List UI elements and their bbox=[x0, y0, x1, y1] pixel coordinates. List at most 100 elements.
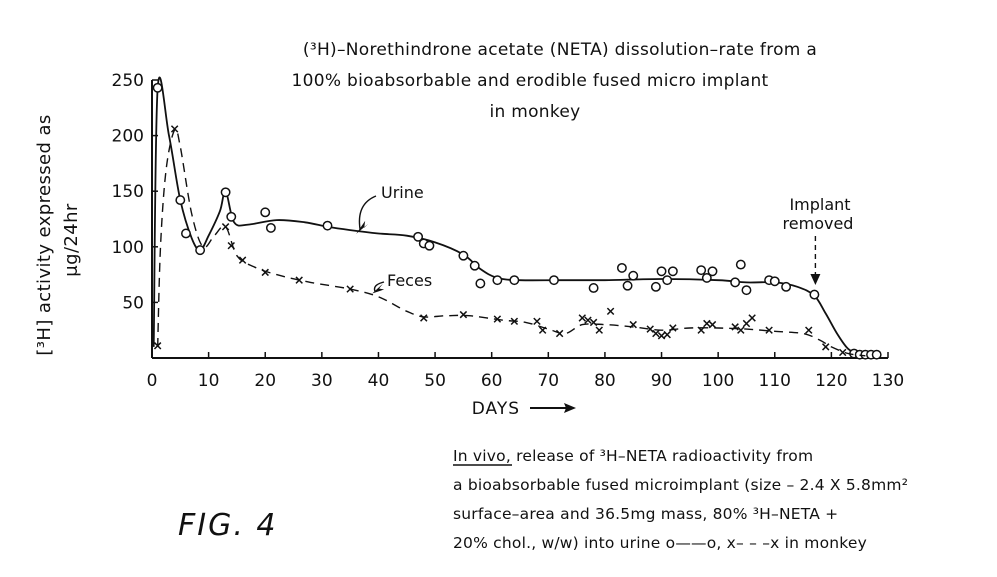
data-point-feces bbox=[261, 268, 269, 277]
data-point-urine bbox=[616, 262, 627, 273]
data-point-feces bbox=[493, 315, 502, 323]
data-point-urine bbox=[656, 266, 667, 277]
y-tick-label: 250 bbox=[112, 71, 144, 91]
data-point-feces bbox=[629, 320, 637, 329]
x-axis-arrow-head bbox=[564, 403, 576, 413]
annotation-feces-line bbox=[373, 281, 385, 292]
data-point-feces bbox=[703, 319, 711, 328]
x-tick-label: 130 bbox=[872, 371, 904, 391]
x-tick-label: 50 bbox=[424, 371, 446, 391]
x-tick-label: 80 bbox=[594, 371, 616, 391]
data-point-urine bbox=[226, 211, 237, 222]
data-point-urine bbox=[424, 240, 435, 251]
x-axis-ticks: 0 10 20 30 40 50 60 70 80 90 100 110 120 130 bbox=[147, 352, 904, 391]
data-point-feces bbox=[420, 314, 428, 322]
data-point-feces bbox=[708, 320, 717, 329]
data-point-feces bbox=[838, 348, 847, 357]
x-tick-label: 110 bbox=[759, 371, 791, 391]
y-tick-label: 50 bbox=[122, 293, 144, 313]
data-point-urine bbox=[265, 222, 276, 233]
data-point-feces bbox=[584, 316, 592, 324]
data-point-feces bbox=[346, 285, 354, 293]
data-point-urine bbox=[769, 276, 780, 287]
x-tick-label: 40 bbox=[368, 371, 390, 391]
data-point-feces bbox=[510, 317, 519, 326]
title-line-3: in monkey bbox=[489, 102, 580, 122]
x-tick-label: 100 bbox=[702, 371, 734, 391]
annotation-implant-arrowhead bbox=[810, 274, 821, 285]
annotation-implant-line-2: removed bbox=[783, 214, 854, 233]
data-point-feces bbox=[459, 310, 468, 319]
series-urine bbox=[152, 76, 882, 360]
data-point-feces bbox=[538, 326, 547, 334]
data-point-urine bbox=[696, 265, 707, 276]
data-point-feces bbox=[669, 324, 677, 332]
data-point-urine bbox=[475, 278, 486, 289]
data-point-urine bbox=[549, 275, 559, 286]
data-point-urine bbox=[628, 270, 639, 281]
data-point-urine bbox=[650, 281, 661, 292]
data-point-urine bbox=[413, 231, 424, 242]
data-point-feces bbox=[595, 326, 603, 334]
annotation-feces: Feces bbox=[372, 271, 432, 294]
data-point-feces bbox=[170, 125, 179, 133]
data-point-urine bbox=[588, 282, 599, 293]
y-axis-ticks: 50 100 150 200 250 bbox=[112, 71, 158, 313]
data-point-feces bbox=[697, 326, 705, 334]
data-point-feces bbox=[227, 241, 235, 250]
annotation-feces-label: Feces bbox=[387, 271, 432, 290]
data-point-feces bbox=[737, 326, 745, 334]
x-tick-label: 30 bbox=[311, 371, 333, 391]
data-point-urine bbox=[809, 289, 820, 300]
data-point-urine bbox=[175, 195, 186, 206]
data-point-feces bbox=[657, 332, 666, 340]
data-point-feces bbox=[221, 223, 230, 231]
data-point-urine bbox=[662, 275, 673, 286]
data-point-urine bbox=[492, 275, 503, 286]
data-point-urine bbox=[509, 275, 520, 286]
data-point-feces bbox=[153, 342, 162, 350]
x-axis-title: DAYS bbox=[472, 399, 576, 419]
data-point-feces bbox=[238, 256, 247, 264]
y-tick-label: 100 bbox=[112, 238, 144, 258]
data-point-urine bbox=[322, 220, 333, 231]
caption-line-4: 20% chol., w/w) into urine o——o, x– – –x… bbox=[453, 534, 867, 552]
data-point-feces bbox=[742, 319, 751, 328]
x-tick-label: 0 bbox=[147, 371, 158, 391]
data-point-feces bbox=[652, 329, 660, 338]
caption-line-2: a bioabsorbable fused microimplant (size… bbox=[453, 476, 908, 494]
data-point-feces bbox=[578, 314, 587, 322]
caption-line-3: surface–area and 36.5mg mass, 80% ³H–NET… bbox=[453, 505, 838, 523]
annotation-feces-arrowhead bbox=[372, 283, 385, 294]
data-point-urine bbox=[707, 266, 718, 277]
x-tick-label: 120 bbox=[815, 371, 847, 391]
data-point-feces bbox=[805, 326, 813, 334]
data-point-feces bbox=[295, 276, 303, 284]
annotation-implant-line-1: Implant bbox=[789, 195, 850, 214]
data-point-urine bbox=[735, 259, 746, 270]
data-point-urine bbox=[458, 250, 469, 261]
data-point-urine bbox=[195, 245, 206, 256]
data-point-feces bbox=[765, 326, 773, 334]
data-point-urine bbox=[260, 207, 271, 218]
data-point-urine bbox=[181, 228, 191, 239]
x-tick-label: 60 bbox=[481, 371, 503, 391]
title-line-1: (³H)–Norethindrone acetate (NETA) dissol… bbox=[303, 40, 817, 60]
x-tick-label: 90 bbox=[651, 371, 673, 391]
data-point-urine bbox=[622, 280, 633, 291]
data-point-feces bbox=[555, 329, 564, 338]
x-tick-label: 20 bbox=[254, 371, 276, 391]
y-tick-label: 200 bbox=[112, 127, 144, 147]
annotation-urine-arrowhead bbox=[356, 220, 369, 234]
title-line-2: 100% bioabsorbable and erodible fused mi… bbox=[292, 71, 769, 91]
data-point-urine bbox=[730, 277, 741, 288]
data-point-feces bbox=[748, 314, 756, 322]
x-tick-label: 70 bbox=[537, 371, 559, 391]
y-axis-label-line-2: μg/24hr bbox=[61, 203, 82, 277]
data-point-feces bbox=[731, 323, 739, 331]
data-point-urine bbox=[152, 82, 163, 93]
data-point-urine bbox=[871, 349, 882, 360]
